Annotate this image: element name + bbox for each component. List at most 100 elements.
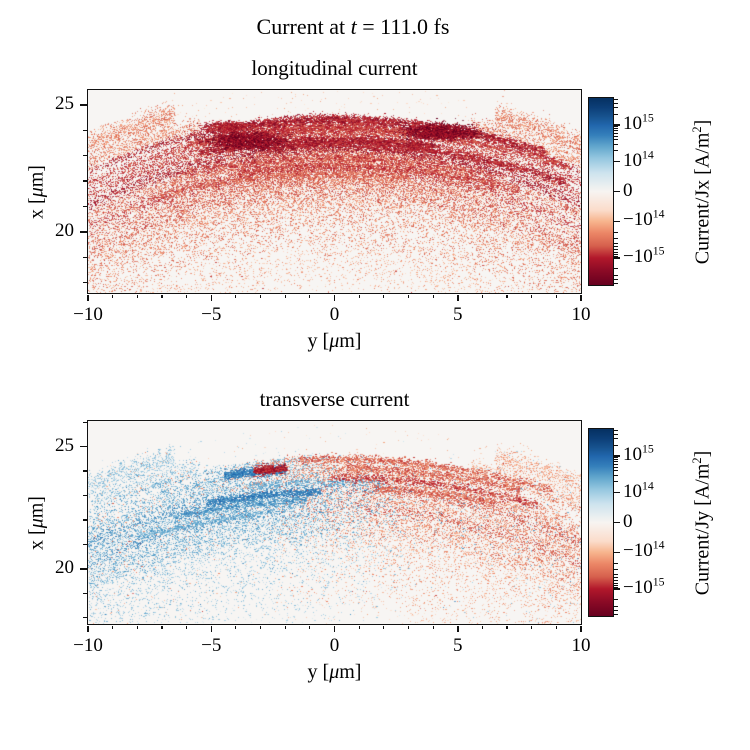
y-axis-label-post: m] (25, 495, 48, 518)
colorbar-minor-tick (614, 274, 618, 276)
y-axis-major-tick (80, 568, 87, 570)
x-axis-minor-tick (383, 625, 385, 629)
y-axis-label-post: m] (25, 164, 48, 187)
figure-title-pre: Current at (256, 14, 351, 39)
colorbar-minor-tick (614, 584, 618, 586)
colorbar-major-tick (614, 455, 620, 457)
mu-symbol: μ (329, 661, 340, 683)
colorbar-minor-tick (614, 102, 618, 104)
x-axis-tick-label: 0 (329, 304, 340, 325)
colorbar-major-tick (614, 220, 620, 223)
y-axis-minor-tick (83, 519, 87, 521)
subplot-1-title: longitudinal current (251, 56, 418, 80)
figure-title: Current at t = 111.0 fs (88, 14, 618, 40)
colorbar-minor-tick (614, 562, 618, 564)
x-axis-tick-label: 5 (453, 635, 463, 656)
x-axis-minor-tick (161, 625, 163, 629)
x-axis-minor-tick (481, 294, 483, 298)
x-axis-minor-tick (481, 625, 483, 629)
colorbar-minor-tick (614, 255, 618, 257)
x-axis-minor-tick (186, 294, 188, 298)
x-axis-minor-tick (506, 294, 508, 298)
y-axis-minor-tick (83, 205, 87, 208)
y-axis-minor-tick (83, 543, 87, 545)
colorbar-minor-tick (614, 457, 618, 459)
x-axis-minor-tick (112, 294, 114, 298)
mu-symbol: μ (25, 517, 48, 528)
subplot-2-colorbar-label: Current/Jy [A/m2] (683, 421, 723, 624)
colorbar-minor-tick (614, 461, 618, 463)
colorbar-minor-tick (614, 246, 618, 248)
colorbar-major-tick (614, 190, 620, 193)
colorbar-tick-label: 0 (623, 179, 633, 201)
subplot-1-y-axis-label: x [μm] (22, 90, 52, 293)
x-axis-minor-tick (284, 625, 286, 629)
x-axis-minor-tick (284, 294, 286, 298)
colorbar-major-tick (614, 160, 620, 163)
colorbar-major-tick (614, 257, 620, 259)
colorbar-minor-tick (614, 282, 618, 284)
colorbar-minor-tick (614, 481, 618, 483)
y-axis-minor-tick (83, 256, 87, 258)
colorbar-minor-tick (614, 463, 618, 465)
colorbar-tick-label: 1015 (623, 442, 654, 466)
subplot-1-x-axis-label: y [μm] (88, 330, 581, 353)
figure-title-post: = 111.0 fs (356, 14, 450, 39)
colorbar-tick-label: 1014 (623, 148, 654, 171)
y-axis-tick-label: 20 (55, 556, 74, 578)
y-axis-minor-tick (83, 129, 87, 131)
mu-symbol: μ (329, 330, 340, 352)
colorbar-minor-tick (614, 599, 618, 601)
colorbar-tick-label: 1015 (623, 111, 654, 135)
x-axis-label-pre: y [ (307, 330, 330, 352)
subplot-2-colorbar (587, 427, 614, 617)
x-axis-major-tick (457, 625, 459, 632)
colorbar-minor-tick (614, 113, 618, 115)
colorbar-minor-tick (614, 251, 618, 253)
y-axis-minor-tick (83, 282, 87, 284)
x-axis-minor-tick (186, 625, 188, 629)
x-axis-minor-tick (309, 294, 311, 298)
y-axis-minor-tick (83, 155, 87, 157)
colorbar-minor-tick (614, 231, 618, 233)
x-axis-label-pre: y [ (307, 661, 330, 683)
x-axis-major-tick (580, 294, 582, 301)
x-axis-minor-tick (531, 625, 533, 629)
colorbar-minor-tick (614, 150, 618, 152)
x-axis-minor-tick (235, 294, 237, 298)
x-axis-major-tick (87, 625, 89, 632)
subplot-2-plot-area (86, 419, 582, 625)
x-axis-major-tick (210, 625, 212, 632)
subplot-1-plot-area (86, 88, 582, 294)
colorbar-major-tick (614, 521, 620, 524)
x-axis-minor-tick (161, 294, 163, 298)
x-axis-tick-label: −5 (201, 304, 222, 325)
colorbar-minor-tick (614, 586, 618, 588)
x-axis-minor-tick (407, 294, 410, 298)
y-axis-minor-tick (83, 421, 87, 423)
subplot-2-x-axis-label: y [μm] (88, 661, 581, 684)
colorbar-minor-tick (614, 444, 618, 446)
y-axis-minor-tick (83, 180, 87, 182)
x-axis-label-post: m] (339, 661, 362, 683)
colorbar-minor-tick (614, 139, 618, 141)
x-axis-tick-label: 10 (571, 304, 591, 325)
colorbar-minor-tick (614, 135, 618, 137)
subplot-1-scatter-canvas (87, 89, 581, 293)
colorbar-minor-tick (614, 99, 618, 101)
y-axis-tick-label: 20 (55, 219, 74, 241)
x-axis-tick-label: −10 (73, 304, 103, 325)
colorbar-label-sup: 2 (689, 456, 704, 464)
y-axis-major-tick (80, 104, 87, 106)
y-axis-minor-tick (83, 592, 87, 594)
colorbar-minor-tick (614, 253, 618, 255)
x-axis-label-post: m] (339, 330, 362, 352)
colorbar-minor-tick (614, 128, 618, 130)
colorbar-tick-label: −1015 (623, 575, 665, 598)
colorbar-major-tick (614, 124, 620, 126)
y-axis-minor-tick (83, 494, 87, 497)
colorbar-minor-tick (614, 459, 618, 461)
subplot-2-scatter-canvas (87, 420, 581, 624)
colorbar-minor-tick (614, 610, 618, 612)
x-axis-major-tick (333, 294, 336, 301)
